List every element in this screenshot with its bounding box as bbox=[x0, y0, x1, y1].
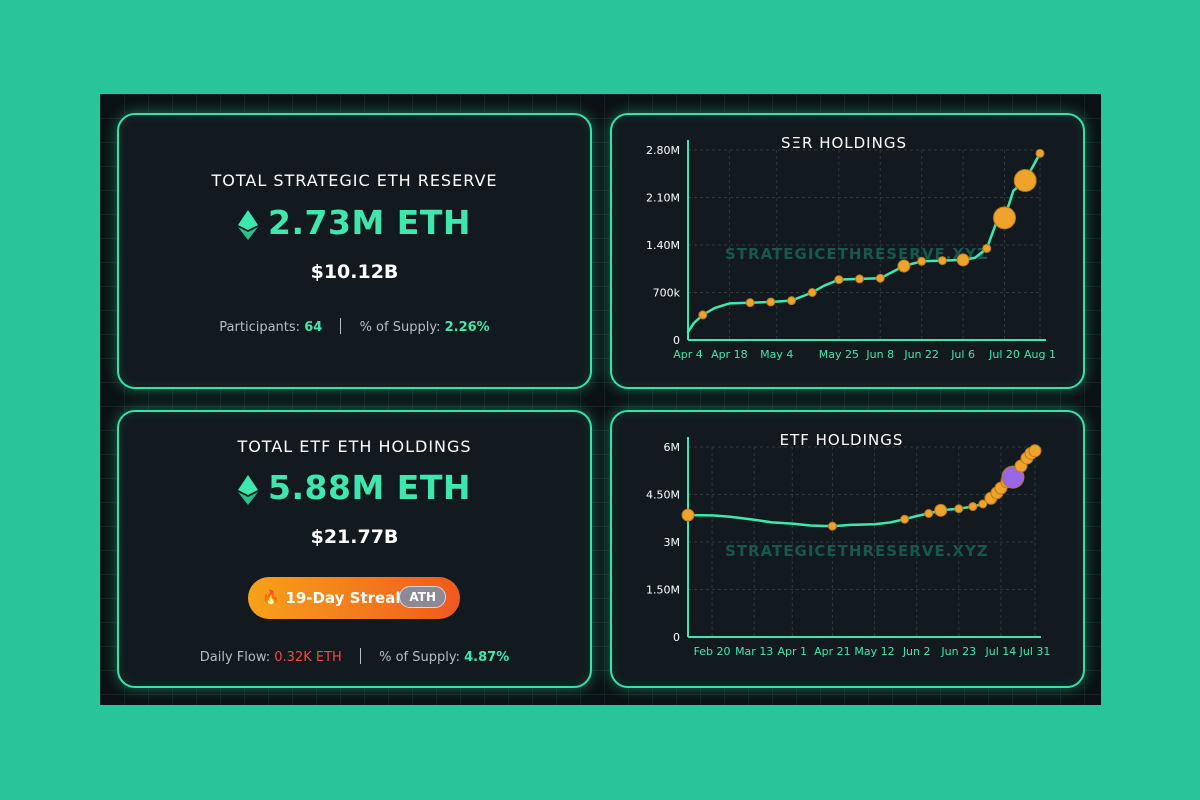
data-point bbox=[993, 206, 1017, 230]
x-tick-label: Apr 21 bbox=[814, 645, 851, 658]
supply-label: % of Supply: bbox=[359, 320, 441, 335]
reserve-amount-row: 2.73M ETH bbox=[119, 203, 590, 242]
supply-value: 4.87% bbox=[464, 650, 510, 665]
data-point bbox=[982, 243, 992, 253]
supply-label: % of Supply: bbox=[379, 650, 460, 665]
data-point bbox=[745, 298, 755, 308]
reserve-amount: 2.73M ETH bbox=[268, 203, 471, 242]
x-tick-label: Apr 4 bbox=[673, 348, 703, 361]
x-tick-label: Jul 14 bbox=[985, 645, 1017, 658]
x-tick-label: Mar 13 bbox=[735, 645, 773, 658]
y-tick-label: 0 bbox=[673, 334, 680, 347]
data-point bbox=[934, 503, 948, 517]
x-tick-label: Aug 1 bbox=[1024, 348, 1056, 361]
y-tick-label: 2.10M bbox=[646, 192, 680, 205]
reserve-card: TOTAL STRATEGIC ETH RESERVE 2.73M ETH $1… bbox=[117, 113, 592, 389]
y-tick-label: 4.50M bbox=[646, 489, 680, 502]
etf-chart-card: ETF HOLDINGS STRATEGICETHRESERVE.XYZ 6M 4.5… bbox=[610, 410, 1085, 688]
y-tick-label: 1.40M bbox=[646, 239, 680, 252]
data-point bbox=[937, 256, 947, 266]
data-point bbox=[787, 296, 797, 306]
x-tick-label: Feb 20 bbox=[694, 645, 731, 658]
data-point bbox=[956, 253, 970, 267]
data-point bbox=[968, 502, 978, 512]
series-line bbox=[686, 152, 1042, 334]
data-point bbox=[954, 504, 964, 514]
y-tick-label: 1.50M bbox=[646, 584, 680, 597]
streak-badge: 🔥 19-Day Streak ATH bbox=[248, 577, 460, 619]
series-line bbox=[686, 449, 1037, 528]
ethereum-diamond-icon bbox=[238, 475, 259, 505]
ethereum-diamond-icon bbox=[238, 210, 259, 240]
data-point bbox=[1028, 444, 1042, 458]
y-tick-label: 0 bbox=[673, 631, 680, 644]
ser-holdings-chart: SΞR HOLDINGSSTRATEGICETHRESERVE.XYZ2.80M… bbox=[646, 134, 1056, 361]
x-tick-label: Apr 18 bbox=[711, 348, 748, 361]
data-point bbox=[875, 273, 885, 283]
x-tick-label: May 25 bbox=[819, 348, 859, 361]
x-tick-label: Jun 22 bbox=[903, 348, 939, 361]
data-point bbox=[827, 521, 837, 531]
supply-value: 2.26% bbox=[444, 320, 490, 335]
x-tick-label: Jul 6 bbox=[950, 348, 975, 361]
grid bbox=[688, 446, 1036, 638]
etf-usd: $21.77B bbox=[310, 526, 399, 548]
streak-label: 19-Day Streak bbox=[285, 589, 406, 607]
data-point bbox=[681, 508, 695, 522]
x-tick-label: Apr 1 bbox=[778, 645, 808, 658]
data-point bbox=[834, 275, 844, 285]
x-tick-label: Jul 31 bbox=[1019, 645, 1051, 658]
data-point bbox=[917, 256, 927, 266]
x-tick-label: Jul 20 bbox=[988, 348, 1020, 361]
data-point bbox=[1013, 169, 1037, 193]
data-point bbox=[1035, 148, 1045, 158]
y-tick-label: 2.80M bbox=[646, 144, 680, 157]
reserve-title: TOTAL STRATEGIC ETH RESERVE bbox=[211, 171, 498, 190]
x-tick-label: Jun 8 bbox=[865, 348, 894, 361]
chart-title: SΞR HOLDINGS bbox=[781, 134, 907, 152]
fire-icon: 🔥 bbox=[262, 590, 280, 606]
participants-value: 64 bbox=[304, 320, 323, 335]
data-point bbox=[807, 288, 817, 297]
etf-amount-row: 5.88M ETH bbox=[119, 468, 590, 507]
y-tick-label: 700k bbox=[653, 287, 681, 300]
etf-card: TOTAL ETF ETH HOLDINGS 5.88M ETH $21.77B… bbox=[117, 410, 592, 688]
data-point bbox=[855, 274, 865, 284]
etf-amount: 5.88M ETH bbox=[268, 468, 471, 507]
etf-title: TOTAL ETF ETH HOLDINGS bbox=[237, 437, 472, 456]
data-point bbox=[897, 259, 911, 273]
etf-meta: Daily Flow: 0.32K ETH % of Supply: 4.87% bbox=[119, 648, 590, 665]
participants-label: Participants: bbox=[219, 320, 301, 335]
y-tick-label: 3M bbox=[664, 536, 681, 549]
chart-watermark: STRATEGICETHRESERVE.XYZ bbox=[725, 542, 989, 560]
reserve-usd: $10.12B bbox=[310, 261, 399, 283]
reserve-meta: Participants: 64 % of Supply: 2.26% bbox=[119, 318, 590, 335]
flow-label: Daily Flow: bbox=[199, 650, 271, 665]
flow-value: 0.32K ETH bbox=[274, 650, 342, 665]
x-tick-label: May 4 bbox=[760, 348, 793, 361]
divider bbox=[359, 648, 361, 664]
data-point bbox=[698, 310, 708, 320]
x-tick-label: Jun 23 bbox=[940, 645, 976, 658]
data-point bbox=[978, 499, 988, 509]
etf-holdings-chart: ETF HOLDINGS STRATEGICETHRESERVE.XYZ 6M 4.5… bbox=[646, 431, 1051, 658]
x-tick-label: Jun 2 bbox=[902, 645, 931, 658]
chart-title: ETF HOLDINGS bbox=[780, 431, 904, 449]
ser-chart-card: SΞR HOLDINGS STRATEGICETHRESERVE.XYZ 2.80M… bbox=[610, 113, 1085, 389]
x-tick-label: May 12 bbox=[854, 645, 894, 658]
data-point bbox=[924, 509, 934, 518]
y-tick-label: 6M bbox=[664, 441, 681, 454]
data-point bbox=[900, 514, 910, 524]
ath-badge: ATH bbox=[399, 586, 446, 608]
data-point bbox=[766, 297, 776, 307]
divider bbox=[340, 318, 342, 334]
